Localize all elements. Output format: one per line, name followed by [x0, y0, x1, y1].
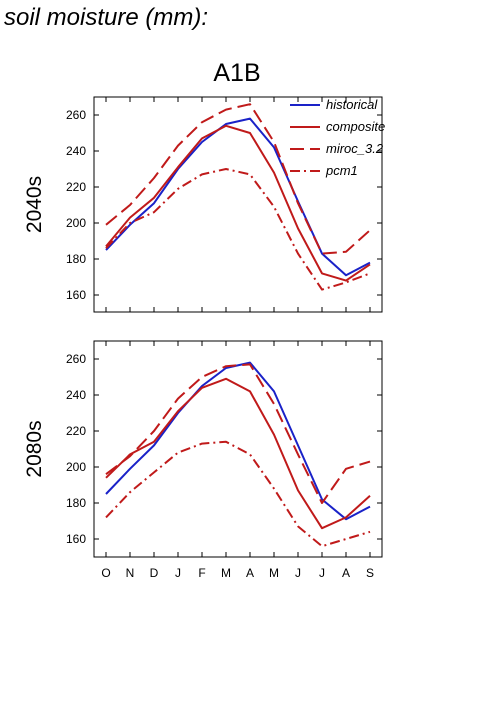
y-tick-label: 240 — [66, 144, 86, 158]
legend-label: composite — [326, 119, 385, 134]
series-line-historical — [105, 117, 371, 277]
x-tick-label: J — [319, 566, 325, 580]
y-tick-label: 180 — [66, 252, 86, 266]
legend: historical composite miroc_3.2 pcm1 — [290, 97, 385, 178]
row-label-2040s: 2040s — [23, 176, 46, 233]
row-label-2080s: 2080s — [23, 420, 46, 477]
y-tick-label: 260 — [66, 352, 86, 366]
x-tick-label: D — [150, 566, 159, 580]
plot-frame — [93, 340, 383, 558]
y-tick-label: 200 — [66, 460, 86, 474]
series-line-composite — [105, 377, 371, 530]
y-tick-label: 220 — [66, 180, 86, 194]
x-tick-label: N — [126, 566, 135, 580]
legend-label: miroc_3.2 — [326, 141, 384, 156]
x-tick-label: J — [295, 566, 301, 580]
y-tick-label: 200 — [66, 216, 86, 230]
panel-2080s: 160 180 200 220 240 260 O N D J F M A M J J A S 2080s — [23, 340, 383, 580]
series-line-pcm1 — [105, 440, 371, 548]
legend-label: pcm1 — [325, 163, 358, 178]
x-tick-label: O — [101, 566, 110, 580]
y-tick-label: 240 — [66, 388, 86, 402]
legend-label: historical — [326, 97, 378, 112]
series-line-composite — [105, 124, 371, 282]
page-title: soil moisture (mm): — [4, 4, 209, 31]
x-tick-label: A — [342, 566, 350, 580]
y-tick-label: 160 — [66, 532, 86, 546]
y-tick-label: 220 — [66, 424, 86, 438]
series-line-pcm1 — [105, 168, 371, 291]
x-tick-label: F — [198, 566, 205, 580]
plot-frame — [93, 96, 383, 313]
y-tick-label: 260 — [66, 108, 86, 122]
x-tick-label: S — [366, 566, 374, 580]
x-tick-label: M — [269, 566, 279, 580]
x-tick-label: J — [175, 566, 181, 580]
panels-layer: 160 180 200 220 240 260 2040s 160 180 200 220 240 26… — [23, 96, 385, 580]
y-tick-label: 180 — [66, 496, 86, 510]
x-tick-label: M — [221, 566, 231, 580]
series-line-miroc-3-2 — [105, 363, 371, 504]
series-line-historical — [105, 361, 371, 521]
panel-2040s: 160 180 200 220 240 260 2040s — [23, 96, 383, 313]
y-tick-label: 160 — [66, 288, 86, 302]
series-line-miroc-3-2 — [105, 103, 371, 255]
chart-title: A1B — [213, 59, 260, 87]
x-tick-label: A — [246, 566, 254, 580]
